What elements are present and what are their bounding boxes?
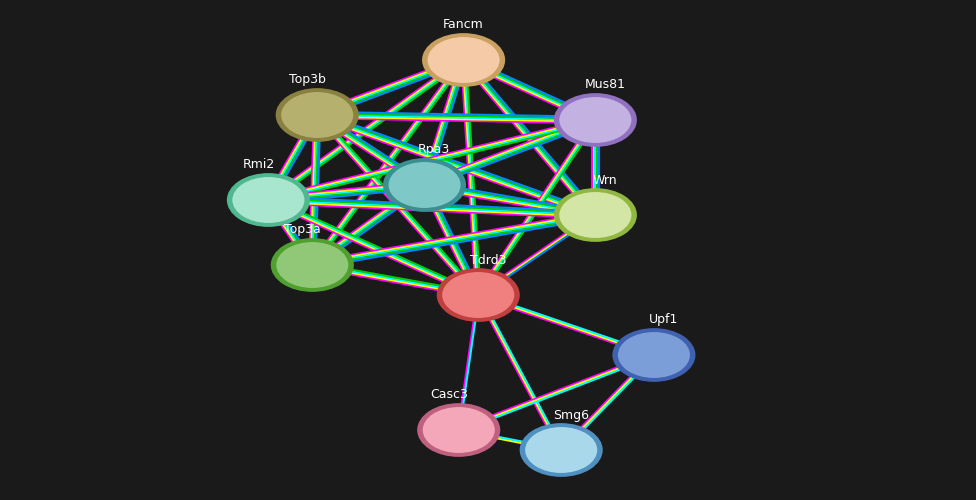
Ellipse shape bbox=[280, 91, 354, 139]
Ellipse shape bbox=[553, 93, 637, 147]
Ellipse shape bbox=[226, 173, 310, 227]
Ellipse shape bbox=[436, 268, 520, 322]
Ellipse shape bbox=[275, 88, 359, 142]
Text: Tdrd3: Tdrd3 bbox=[469, 254, 507, 266]
Ellipse shape bbox=[612, 328, 696, 382]
Text: Rmi2: Rmi2 bbox=[242, 158, 275, 172]
Ellipse shape bbox=[270, 238, 354, 292]
Ellipse shape bbox=[275, 241, 349, 289]
Text: Top3a: Top3a bbox=[284, 224, 321, 236]
Ellipse shape bbox=[617, 331, 691, 379]
Ellipse shape bbox=[558, 96, 632, 144]
Ellipse shape bbox=[519, 423, 603, 477]
Text: Rpa3: Rpa3 bbox=[418, 144, 451, 156]
Ellipse shape bbox=[524, 426, 598, 474]
Text: Casc3: Casc3 bbox=[430, 388, 468, 402]
Text: Mus81: Mus81 bbox=[585, 78, 626, 92]
Text: Wrn: Wrn bbox=[592, 174, 618, 186]
Text: Smg6: Smg6 bbox=[553, 408, 589, 422]
Ellipse shape bbox=[383, 158, 467, 212]
Ellipse shape bbox=[231, 176, 305, 224]
Ellipse shape bbox=[417, 403, 501, 457]
Text: Upf1: Upf1 bbox=[649, 314, 678, 326]
Ellipse shape bbox=[427, 36, 501, 84]
Ellipse shape bbox=[422, 406, 496, 454]
Ellipse shape bbox=[553, 188, 637, 242]
Text: Fancm: Fancm bbox=[443, 18, 484, 31]
Ellipse shape bbox=[441, 271, 515, 319]
Ellipse shape bbox=[422, 33, 506, 87]
Ellipse shape bbox=[387, 161, 462, 209]
Ellipse shape bbox=[558, 191, 632, 239]
Text: Top3b: Top3b bbox=[289, 74, 326, 86]
